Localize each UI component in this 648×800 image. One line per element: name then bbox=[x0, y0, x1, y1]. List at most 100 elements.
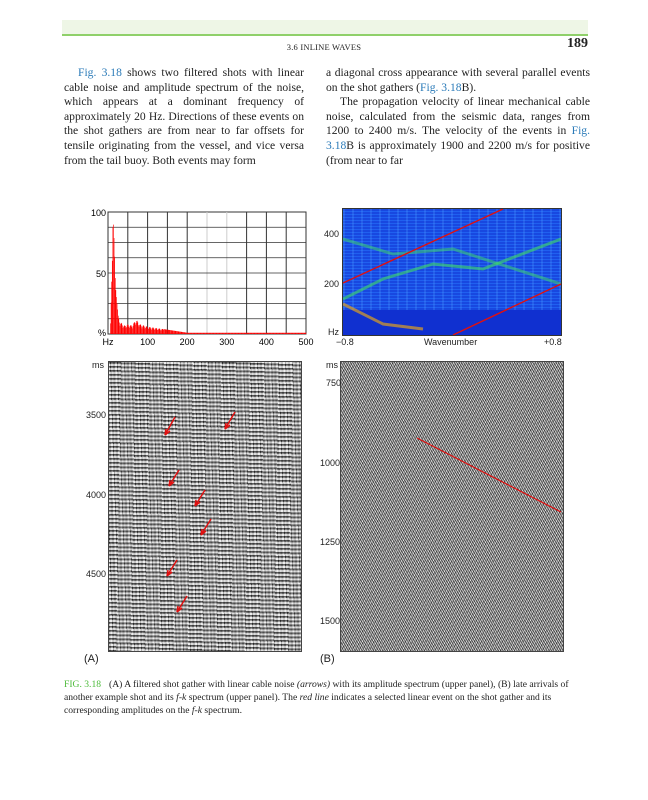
spectrum-bar bbox=[283, 332, 284, 334]
spectrum-bar bbox=[129, 326, 131, 334]
spectrum-bar bbox=[279, 332, 281, 334]
spectrum-bar bbox=[190, 332, 192, 334]
figure-link[interactable]: Fig. 3.18 bbox=[420, 80, 462, 94]
spectrum-bar bbox=[116, 303, 118, 334]
spectrum-bar bbox=[169, 330, 171, 334]
text-column-1: Fig. 3.18 shows two filtered shots with … bbox=[64, 66, 304, 168]
x-tick-label: 200 bbox=[180, 337, 195, 347]
spectrum-bar bbox=[197, 332, 199, 334]
seis-a-ytick: 3500 bbox=[86, 410, 107, 420]
spectrum-bar bbox=[147, 328, 149, 334]
spectrum-bar bbox=[253, 332, 254, 334]
spectrum-bar bbox=[299, 332, 301, 334]
spectrum-bar bbox=[117, 315, 119, 334]
spectrum-bar bbox=[221, 332, 222, 334]
spectrum-bar bbox=[280, 332, 281, 334]
spectrum-bar bbox=[206, 332, 208, 334]
spectrum-bar bbox=[179, 331, 181, 334]
spectrum-bar bbox=[265, 332, 267, 334]
spectrum-bar bbox=[165, 329, 167, 334]
spectrum-bar bbox=[292, 332, 294, 334]
x-tick-label: 100 bbox=[140, 337, 155, 347]
figure-link[interactable]: Fig. 3.18 bbox=[326, 124, 590, 152]
spectrum-bar bbox=[262, 332, 264, 334]
spectrum-bar bbox=[231, 332, 233, 334]
spectrum-bar bbox=[265, 332, 266, 334]
spectrum-bar bbox=[207, 332, 208, 334]
spectrum-bar bbox=[240, 332, 242, 334]
spectrum-bar bbox=[288, 332, 290, 334]
spectrum-bar bbox=[264, 332, 266, 334]
text-column-2: a diagonal cross appearance with several… bbox=[326, 66, 590, 168]
paragraph-text: a diagonal cross appearance with several… bbox=[326, 66, 590, 94]
spectrum-bar bbox=[123, 326, 124, 334]
spectrum-bar bbox=[174, 330, 176, 334]
spectrum-bar bbox=[184, 332, 186, 334]
spectrum-bar bbox=[250, 332, 251, 334]
seis-b-ytick: 1500 bbox=[320, 616, 341, 626]
spectrum-bar bbox=[304, 332, 306, 334]
spectrum-bar bbox=[122, 327, 124, 334]
spectrum-bar bbox=[150, 328, 152, 334]
spectrum-bar bbox=[205, 332, 207, 334]
spectrum-bar bbox=[186, 332, 187, 334]
spectrum-bar bbox=[145, 327, 146, 334]
spectrum-bar bbox=[143, 325, 145, 334]
panel-b-label: (B) bbox=[320, 653, 335, 665]
spectrum-bar bbox=[218, 332, 220, 334]
fk-xtick: −0.8 bbox=[336, 337, 354, 347]
spectrum-bar bbox=[270, 332, 272, 334]
spectrum-bar bbox=[203, 332, 205, 334]
spectrum-bar bbox=[177, 331, 178, 334]
spectrum-bar bbox=[252, 332, 254, 334]
spectrum-bar bbox=[172, 330, 174, 334]
spectrum-bar bbox=[191, 332, 193, 334]
spectrum-bar bbox=[145, 326, 147, 334]
spectrum-bar bbox=[281, 332, 283, 334]
spectrum-bar bbox=[129, 327, 130, 334]
spectrum-bar bbox=[198, 332, 200, 334]
spectrum-bar bbox=[208, 332, 209, 334]
spectrum-bar bbox=[226, 332, 228, 334]
spectrum-bar bbox=[249, 332, 251, 334]
spectrum-bar bbox=[149, 326, 151, 334]
spectrum-bar bbox=[297, 332, 298, 334]
spectrum-bar bbox=[126, 325, 128, 334]
spectrum-bar bbox=[210, 332, 212, 334]
spectrum-bar bbox=[255, 332, 257, 334]
spectrum-bar bbox=[243, 332, 245, 334]
running-title: 3.6 INLINE WAVES bbox=[286, 42, 362, 52]
spectrum-bar bbox=[170, 330, 172, 334]
spectrum-bar bbox=[171, 330, 173, 334]
spectrum-bar bbox=[158, 328, 160, 334]
spectrum-bar bbox=[280, 332, 282, 334]
spectrum-bar bbox=[190, 332, 192, 334]
x-tick-label: 300 bbox=[219, 337, 234, 347]
spectrum-bar bbox=[207, 332, 209, 334]
spectrum-bar bbox=[127, 324, 129, 334]
spectrum-bar bbox=[166, 329, 167, 334]
spectrum-bar bbox=[163, 329, 164, 334]
spectrum-bar bbox=[155, 328, 156, 334]
spectrum-bar bbox=[130, 325, 132, 334]
spectrum-bar bbox=[268, 332, 270, 334]
spectrum-bar bbox=[258, 332, 260, 334]
spectrum-bar bbox=[303, 332, 305, 334]
figure-link[interactable]: Fig. 3.18 bbox=[78, 66, 122, 79]
spectrum-bar bbox=[236, 332, 237, 334]
spectrum-bar bbox=[288, 332, 290, 334]
spectrum-bar bbox=[222, 332, 224, 334]
spectrum-bar bbox=[268, 332, 269, 334]
caption-italic: (arrows) bbox=[296, 679, 331, 690]
red-line bbox=[416, 437, 562, 513]
spectrum-bar bbox=[121, 323, 123, 334]
caption-text: indicates a selected linear event on the… bbox=[64, 692, 552, 716]
spectrum-bar bbox=[201, 332, 203, 334]
fk-event-band bbox=[343, 302, 424, 331]
seis-a-ytick: 4500 bbox=[86, 569, 107, 579]
seis-a-ytick: 4000 bbox=[86, 490, 107, 500]
caption-text: (A) A filtered shot gather with linear c… bbox=[109, 679, 297, 690]
spectrum-bar bbox=[266, 332, 268, 334]
figure-caption: FIG. 3.18 (A) A filtered shot gather with… bbox=[64, 678, 588, 717]
spectrum-bar bbox=[151, 328, 153, 334]
